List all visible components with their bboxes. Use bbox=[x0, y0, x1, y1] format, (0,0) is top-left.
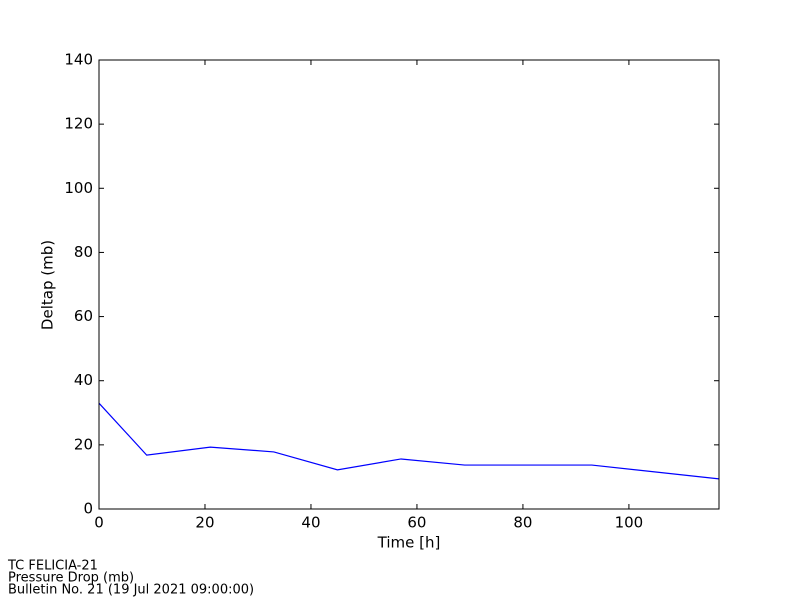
x-tick-label: 100 bbox=[615, 514, 644, 532]
y-tick-label: 140 bbox=[64, 51, 93, 69]
y-tick-label: 40 bbox=[74, 371, 93, 389]
y-tick-label: 0 bbox=[83, 500, 93, 518]
y-tick-label: 100 bbox=[64, 179, 93, 197]
x-tick-label: 80 bbox=[513, 514, 532, 532]
x-tick-label: 60 bbox=[407, 514, 426, 532]
x-axis-label: Time [h] bbox=[377, 534, 441, 552]
x-tick-label: 40 bbox=[301, 514, 320, 532]
y-tick-label: 60 bbox=[74, 307, 93, 325]
y-tick-label: 120 bbox=[64, 115, 93, 133]
data-line bbox=[98, 402, 720, 480]
plot-frame bbox=[98, 59, 720, 510]
footer-line: Bulletin No. 21 (19 Jul 2021 09:00:00) bbox=[8, 583, 254, 598]
y-tick-label: 20 bbox=[74, 435, 93, 453]
x-tick-label: 0 bbox=[94, 514, 104, 532]
footer-line: TC FELICIA-21 bbox=[7, 559, 98, 574]
x-tick-label: 20 bbox=[195, 514, 214, 532]
y-axis-label: Deltap (mb) bbox=[39, 240, 57, 330]
y-tick-label: 80 bbox=[74, 243, 93, 261]
footer-line: Pressure Drop (mb) bbox=[8, 571, 134, 586]
